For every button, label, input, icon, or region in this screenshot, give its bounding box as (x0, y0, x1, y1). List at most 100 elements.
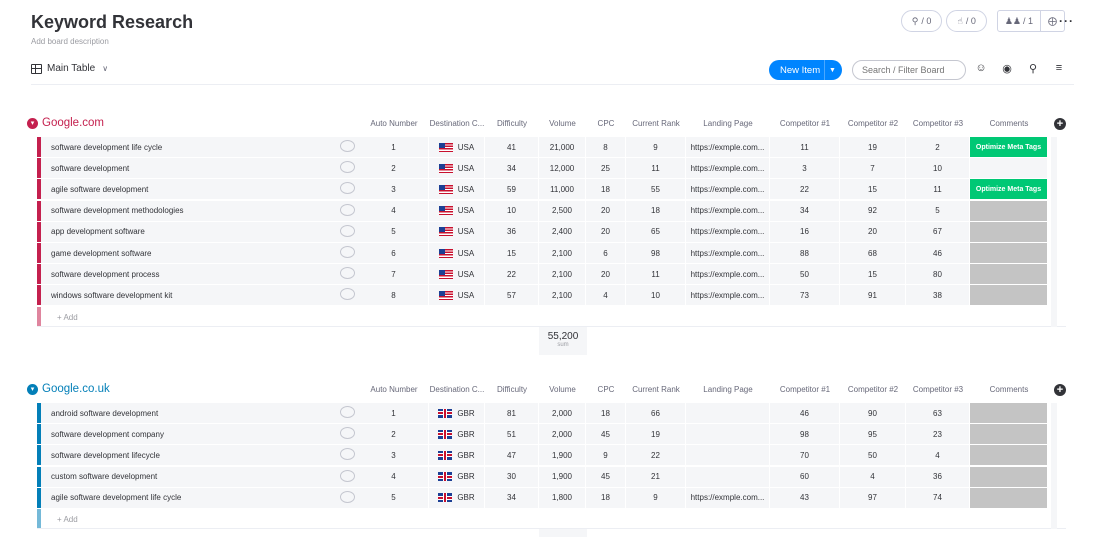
num-cell[interactable]: 6 (359, 243, 429, 263)
c1-cell[interactable]: 46 (770, 403, 840, 423)
c1-cell[interactable]: 34 (770, 200, 840, 221)
c2-cell[interactable]: 15 (840, 179, 906, 200)
comments-cell[interactable] (970, 403, 1048, 423)
column-header[interactable]: Competitor #1 (779, 119, 831, 128)
destination-cell[interactable]: USA (429, 179, 485, 200)
eye-icon[interactable]: ◉ (1002, 63, 1012, 75)
destination-cell[interactable]: GBR (429, 466, 485, 487)
table-row[interactable]: software development life cycle 1 USA 41 21,… (37, 137, 1066, 157)
c3-cell[interactable]: 5 (906, 200, 970, 221)
num-cell[interactable]: 3 (359, 179, 429, 200)
c2-cell[interactable]: 91 (840, 285, 906, 306)
comments-cell[interactable] (970, 200, 1048, 221)
c3-cell[interactable]: 36 (906, 466, 970, 487)
group-title[interactable]: Google.co.uk (42, 383, 110, 395)
add-column-icon[interactable]: + (1054, 118, 1066, 130)
c2-cell[interactable]: 68 (840, 243, 906, 263)
chevron-down-icon[interactable]: ▾ (27, 383, 38, 395)
c3-cell[interactable]: 80 (906, 264, 970, 285)
add-column-icon[interactable]: + (1054, 384, 1066, 396)
rank-cell[interactable]: 10 (626, 285, 686, 306)
c2-cell[interactable]: 90 (840, 403, 906, 423)
table-row[interactable]: software development 2 USA 34 12,000 25 11 http… (37, 158, 1066, 179)
landing-page-cell[interactable]: https://exmple.com... (686, 285, 770, 306)
item-name[interactable]: android software development (37, 403, 386, 423)
rank-cell[interactable]: 65 (626, 221, 686, 242)
table-row[interactable]: agile software development 3 USA 59 11,000 18… (37, 179, 1066, 200)
landing-page-cell[interactable]: https://exmple.com... (686, 221, 770, 242)
c1-cell[interactable]: 73 (770, 285, 840, 306)
c3-cell[interactable]: 2 (906, 137, 970, 157)
column-header[interactable]: Destination C... (429, 119, 485, 128)
item-name[interactable]: windows software development kit (37, 285, 386, 306)
difficulty-cell[interactable]: 36 (485, 221, 539, 242)
scrollbar[interactable] (1051, 137, 1057, 327)
num-cell[interactable]: 5 (359, 221, 429, 242)
column-header[interactable]: Competitor #2 (847, 385, 899, 394)
person-filter-icon[interactable]: ☺ (975, 62, 987, 74)
num-cell[interactable]: 3 (359, 445, 429, 466)
num-cell[interactable]: 2 (359, 158, 429, 179)
column-header[interactable]: Volume (549, 119, 576, 128)
landing-page-cell[interactable]: https://exmple.com... (686, 200, 770, 221)
c2-cell[interactable]: 19 (840, 137, 906, 157)
rank-cell[interactable]: 18 (626, 200, 686, 221)
volume-cell[interactable]: 2,100 (539, 285, 586, 306)
landing-page-cell[interactable] (686, 445, 770, 466)
c3-cell[interactable]: 4 (906, 445, 970, 466)
rank-cell[interactable]: 9 (626, 137, 686, 157)
c3-cell[interactable]: 23 (906, 424, 970, 445)
item-name[interactable]: software development company (37, 424, 386, 445)
comments-cell[interactable] (970, 264, 1048, 285)
rank-cell[interactable]: 55 (626, 179, 686, 200)
comments-cell[interactable] (970, 487, 1048, 508)
item-name[interactable]: custom software development (37, 466, 386, 487)
rank-cell[interactable]: 11 (626, 158, 686, 179)
c1-cell[interactable]: 50 (770, 264, 840, 285)
item-name[interactable]: software development life cycle (37, 137, 386, 157)
volume-cell[interactable]: 21,000 (539, 137, 586, 157)
comment-bubble-icon[interactable] (340, 161, 355, 174)
c3-cell[interactable]: 10 (906, 158, 970, 179)
destination-cell[interactable]: USA (429, 264, 485, 285)
item-name[interactable]: game development software (37, 243, 386, 263)
column-header[interactable]: Competitor #1 (779, 385, 831, 394)
column-header[interactable]: CPC (597, 385, 615, 394)
c1-cell[interactable]: 22 (770, 179, 840, 200)
table-row[interactable]: software development process 7 USA 22 2,100 2… (37, 264, 1066, 285)
group-title[interactable]: Google.com (42, 117, 105, 129)
table-row[interactable]: agile software development life cycle 5 GB… (37, 487, 1066, 508)
volume-cell[interactable]: 1,900 (539, 466, 586, 487)
c1-cell[interactable]: 98 (770, 424, 840, 445)
c2-cell[interactable]: 50 (840, 445, 906, 466)
landing-page-cell[interactable]: https://exmple.com... (686, 179, 770, 200)
landing-page-cell[interactable] (686, 403, 770, 423)
landing-page-cell[interactable]: https://exmple.com... (686, 243, 770, 263)
volume-cell[interactable]: 2,500 (539, 200, 586, 221)
difficulty-cell[interactable]: 30 (485, 466, 539, 487)
c3-cell[interactable]: 63 (906, 403, 970, 423)
item-name[interactable]: agile software development life cycle (37, 487, 386, 508)
comment-bubble-icon[interactable] (340, 448, 355, 461)
landing-page-cell[interactable]: https://exmple.com... (686, 158, 770, 179)
table-row[interactable]: software development methodologies 4 USA 10… (37, 200, 1066, 221)
destination-cell[interactable]: GBR (429, 424, 485, 445)
c2-cell[interactable]: 95 (840, 424, 906, 445)
comments-cell[interactable] (970, 424, 1048, 445)
num-cell[interactable]: 8 (359, 285, 429, 306)
cpc-cell[interactable]: 4 (586, 285, 626, 306)
difficulty-cell[interactable]: 22 (485, 264, 539, 285)
difficulty-cell[interactable]: 34 (485, 158, 539, 179)
item-name[interactable]: software development methodologies (37, 200, 386, 221)
rank-cell[interactable]: 66 (626, 403, 686, 423)
volume-cell[interactable]: 1,800 (539, 487, 586, 508)
board-title[interactable]: Keyword Research (31, 12, 194, 32)
rank-cell[interactable]: 98 (626, 243, 686, 263)
difficulty-cell[interactable]: 81 (485, 403, 539, 423)
volume-cell[interactable]: 12,000 (539, 158, 586, 179)
comments-cell[interactable]: Optimize Meta Tags (970, 137, 1048, 157)
comment-bubble-icon[interactable] (340, 490, 355, 503)
c1-cell[interactable]: 43 (770, 487, 840, 508)
rank-cell[interactable]: 11 (626, 264, 686, 285)
comment-bubble-icon[interactable] (340, 140, 355, 152)
